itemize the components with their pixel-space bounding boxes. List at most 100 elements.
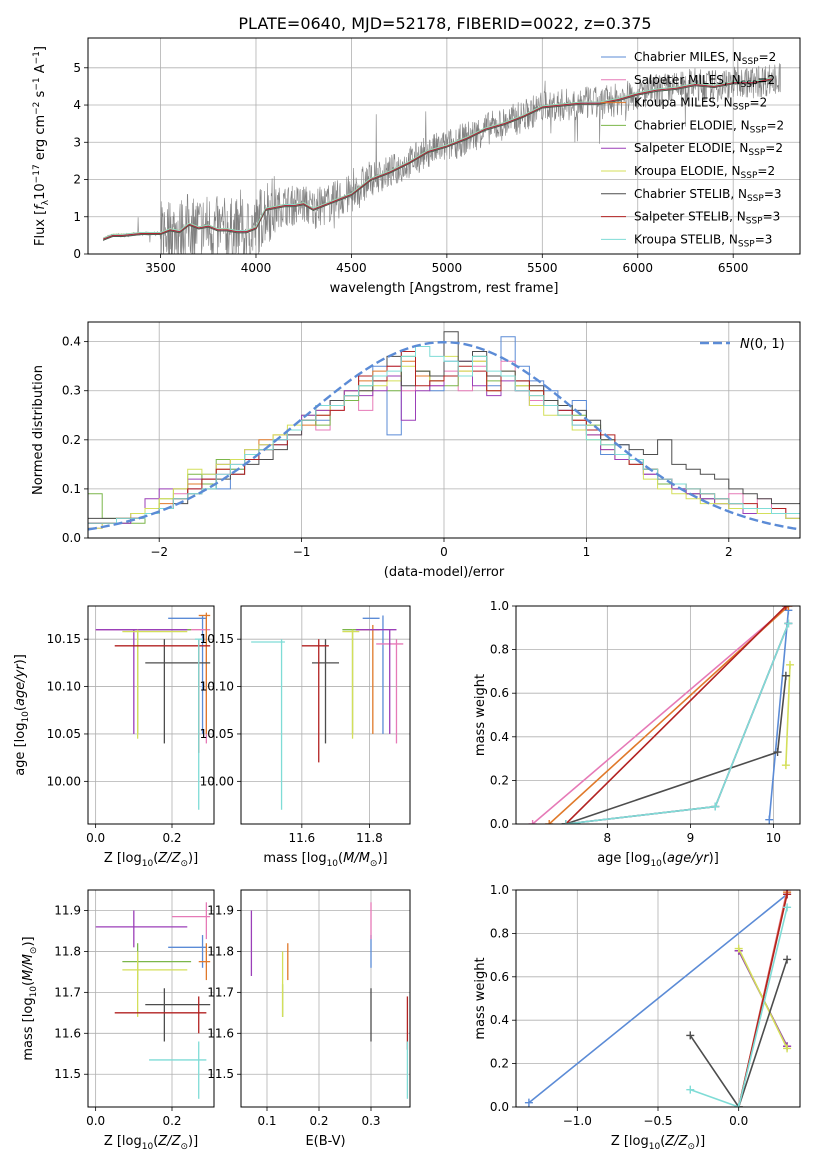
label-part: f [33, 203, 48, 210]
x-tick-label: 5000 [432, 261, 463, 275]
y-tick-label: 1.0 [490, 883, 509, 897]
plot-marks [251, 615, 404, 810]
label-part: Normed distribution [31, 365, 46, 495]
axes-frame [515, 605, 801, 825]
label-part: 10 [142, 1142, 154, 1152]
data-point-marker [773, 748, 782, 757]
mass-weight-line [528, 893, 788, 1104]
x-tick-label: −1 [293, 545, 311, 559]
x-tick-label: 0.3 [361, 1114, 380, 1128]
legend-eq: =2 [765, 141, 783, 155]
x-tick-label: 6000 [622, 261, 653, 275]
chart-spectrum: 3500 4000 4500 5000 5500 6000 6500 0 1 2 3 4 5 wavele… [32, 37, 801, 296]
x-tick-label: 0.0 [86, 1114, 105, 1128]
axes-frame [87, 889, 215, 1108]
x-tick-label: 11.6 [288, 831, 315, 845]
label-part: )] [695, 1134, 705, 1149]
axes-frame [87, 605, 215, 825]
label-part: (data-model)/error [384, 565, 505, 580]
chart-mass-weight-vs-Z: −1.0 −0.5 0.0 0.0 0.2 0.4 0.6 0.8 1.0 Z [log10(Z/… [473, 883, 801, 1152]
label-part: mass weight [473, 957, 488, 1039]
x-axis-label: mass [log10(M/M⊙)] [263, 851, 387, 869]
chart-age-vs-mass: 11.6 11.8 10.00 10.05 10.10 10.15 mass [log10(… [200, 605, 411, 869]
chart-residual-histogram: −2 −1 0 1 2 0.0 0.1 0.2 0.3 0.4 (data-model)/error… [31, 321, 801, 580]
legend-text: Kroupa STELIB, N [634, 232, 738, 246]
x-axis-label: Z [log10(Z/Z⊙)] [611, 1134, 705, 1152]
y-tick-label: 0.0 [62, 531, 81, 545]
data-point-marker [783, 1044, 792, 1053]
plot-area: 3500 4000 4500 5000 5500 6000 6500 0 1 2 3 4 5 wavele… [13, 37, 801, 1152]
label-part: age [log [597, 851, 650, 866]
plot-marks [528, 606, 795, 824]
y-tick-label: 0.6 [490, 970, 509, 984]
y-tick-label: 0.2 [490, 773, 509, 787]
label-part: ⊙ [180, 1142, 188, 1152]
y-tick-label: 11.6 [207, 1026, 234, 1040]
data-point-marker [561, 820, 570, 824]
label-part: −1 [32, 51, 42, 64]
x-tick-label: −2 [150, 545, 168, 559]
x-tick-label: 3500 [145, 261, 176, 275]
x-axis-label: E(B-V) [305, 1134, 345, 1149]
label-part: ( [153, 1134, 158, 1149]
label-part: 10 [142, 859, 154, 869]
legend-sub: SSP [746, 217, 763, 227]
data-point-marker [783, 955, 792, 964]
legend-eq: =2 [757, 164, 775, 178]
mass-weight-line [565, 675, 787, 824]
label-part: A [33, 64, 48, 77]
label-part: 10 [21, 711, 31, 723]
x-tick-label: 10 [766, 831, 781, 845]
x-tick-label: 4500 [336, 261, 367, 275]
y-tick-label: 10.15 [47, 632, 81, 646]
label-part: age [log [13, 723, 28, 776]
chart-mass-vs-EBV: 0.1 0.2 0.3 11.5 11.6 11.7 11.8 11.9 E(B-V) [207, 889, 411, 1149]
y-axis-label: Flux [fλ10−17 erg cm−2 s−1 A−1] [32, 46, 51, 246]
legend-sub: SSP [741, 80, 758, 90]
axes-frame [240, 605, 411, 825]
legend-eq: =3 [764, 187, 782, 201]
gaussian-curve [88, 340, 800, 531]
axes-frame [240, 889, 411, 1108]
legend-eq: =3 [755, 232, 773, 246]
data-point-marker [784, 606, 793, 610]
data-point-marker [786, 660, 795, 669]
x-tick-label: 4000 [241, 261, 272, 275]
legend-text: Salpeter MILES, N [634, 73, 741, 87]
y-tick-label: 11.9 [54, 903, 81, 917]
axes-frame [87, 37, 801, 255]
data-point-marker [781, 761, 790, 770]
label-part: )] [188, 851, 198, 866]
legend-symbol: N [740, 337, 750, 352]
legend-sub: SSP [741, 171, 758, 181]
label-part: age/yr [13, 663, 28, 706]
y-tick-label: 0.6 [490, 686, 509, 700]
label-part: ( [660, 1134, 665, 1149]
y-tick-label: 11.7 [54, 985, 81, 999]
y-tick-label: 5 [73, 61, 81, 75]
y-axis-label: mass weight [473, 674, 488, 756]
legend-sub: SSP [742, 57, 759, 67]
gridlines [88, 38, 800, 255]
plot-marks [95, 902, 211, 1099]
y-tick-label: 0.0 [490, 817, 509, 831]
label-part: Z/Z [157, 1134, 181, 1149]
x-tick-label: 0.2 [309, 1114, 328, 1128]
legend-label: Salpeter STELIB, NSSP=3 [634, 210, 780, 227]
mass-weight-line [689, 959, 788, 1107]
legend-sub: SSP [738, 239, 755, 249]
label-part: 10 [649, 1142, 661, 1152]
y-tick-label: 10.05 [47, 727, 81, 741]
label-part: mass [log [263, 851, 326, 866]
label-part: ( [338, 851, 343, 866]
legend-text: Kroupa ELODIE, N [634, 164, 741, 178]
y-tick-label: 0.2 [62, 433, 81, 447]
x-axis-label: wavelength [Angstrom, rest frame] [330, 281, 559, 296]
label-part: ( [153, 851, 158, 866]
legend-label: Chabrier ELODIE, NSSP=2 [634, 118, 784, 135]
y-tick-label: 0.4 [490, 1013, 509, 1027]
label-part: λ [41, 199, 51, 205]
legend-text: Salpeter STELIB, N [634, 210, 746, 224]
legend-text: Chabrier STELIB, N [634, 187, 747, 201]
